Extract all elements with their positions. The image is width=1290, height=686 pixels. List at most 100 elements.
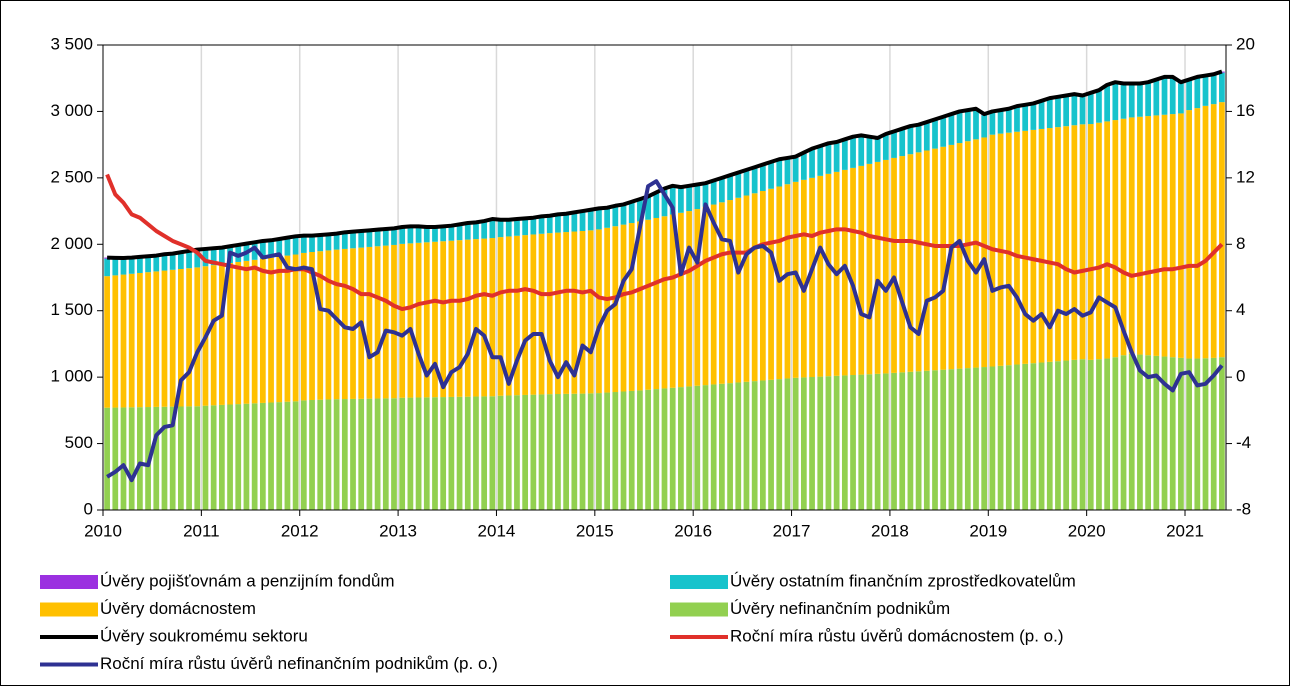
bar-segment <box>759 191 766 381</box>
bar-segment <box>399 243 406 398</box>
bar-segment <box>637 390 643 510</box>
bar-segment <box>915 152 922 372</box>
bar-segment <box>759 380 766 510</box>
x-tick-label: 2013 <box>379 521 417 540</box>
bar-segment <box>1153 355 1160 510</box>
bar-segment <box>792 157 799 182</box>
x-tick-label: 2019 <box>969 521 1007 540</box>
bar-segment <box>596 229 602 394</box>
legend-swatch <box>670 602 728 617</box>
bar-segment <box>276 256 283 403</box>
bar-segment <box>579 393 586 510</box>
bar-segment <box>415 242 422 398</box>
bar-segment <box>1210 75 1217 105</box>
bar-segment <box>1112 83 1119 121</box>
bar-segment <box>161 406 168 510</box>
bar-segment <box>366 246 373 399</box>
bar-segment <box>1104 358 1111 510</box>
bar-segment <box>956 143 963 369</box>
bar-segment <box>1161 114 1168 357</box>
bar-segment <box>276 402 283 510</box>
bar-segment <box>1153 80 1160 116</box>
bar-segment <box>1046 128 1053 362</box>
bar-segment <box>825 173 832 377</box>
bar-segment <box>440 241 447 398</box>
bar-segment <box>112 407 119 510</box>
bar-segment <box>702 184 709 207</box>
bar-segment <box>841 140 848 170</box>
bar-segment <box>227 404 233 510</box>
y-tick-label: 3 000 <box>50 101 93 120</box>
bar-segment <box>1145 355 1151 510</box>
bar-segment <box>833 375 840 510</box>
bar-segment <box>997 111 1004 134</box>
bar-segment <box>596 209 602 230</box>
x-tick-label: 2011 <box>183 521 220 540</box>
y2-tick-label: 20 <box>1236 34 1255 53</box>
bar-segment <box>948 369 955 510</box>
bar-segment <box>1169 357 1176 510</box>
bar-segment <box>751 381 758 510</box>
bar-segment <box>579 212 586 231</box>
bar-segment <box>735 173 742 198</box>
bar-segment <box>137 257 143 273</box>
bar-segment <box>1137 116 1143 355</box>
bar-segment <box>817 147 824 176</box>
bar-segment <box>1178 113 1184 358</box>
bar-segment <box>669 186 676 215</box>
legend-label: Roční míra růstu úvěrů domácnostem (p. o… <box>730 626 1064 645</box>
bar-segment <box>743 195 750 382</box>
bar-segment <box>1055 127 1061 362</box>
bar-segment <box>940 369 947 510</box>
bar-segment <box>218 248 225 265</box>
bar-segment <box>891 132 897 158</box>
bar-segment <box>440 397 447 510</box>
bar-segment <box>989 112 996 135</box>
bar-segment <box>1087 93 1094 125</box>
bar-segment <box>1014 364 1020 510</box>
bar-segment <box>817 376 824 510</box>
y2-tick-label: 12 <box>1236 167 1255 186</box>
bar-segment <box>973 367 979 510</box>
bar-segment <box>1005 109 1012 133</box>
bar-segment <box>178 406 184 510</box>
bar-segment <box>464 239 471 397</box>
bar-segment <box>440 227 447 242</box>
bar-segment <box>1112 120 1119 358</box>
bar-segment <box>292 254 299 402</box>
bar-segment <box>128 407 135 510</box>
bar-segment <box>579 231 586 394</box>
bar-segment <box>1128 117 1135 354</box>
bar-segment <box>604 392 610 510</box>
bar-segment <box>907 154 914 372</box>
bar-segment <box>382 230 389 246</box>
bar-segment <box>194 250 201 268</box>
bar-segment <box>251 243 258 260</box>
bar-segment <box>932 148 938 371</box>
bar-segment <box>809 377 815 510</box>
bar-segment <box>407 227 414 244</box>
bar-segment <box>628 202 635 224</box>
bar-segment <box>1046 99 1053 129</box>
bar-segment <box>350 398 356 510</box>
bar-segment <box>268 257 274 403</box>
bar-segment <box>120 259 127 275</box>
bar-segment <box>104 258 110 277</box>
bar-segment <box>317 236 324 252</box>
y2-tick-label: 0 <box>1236 367 1245 386</box>
bar-segment <box>1169 77 1176 115</box>
x-tick-label: 2021 <box>1166 521 1204 540</box>
bar-segment <box>997 365 1004 510</box>
bar-segment <box>284 238 291 256</box>
bar-segment <box>571 213 578 232</box>
bar-segment <box>1022 105 1029 131</box>
bar-segment <box>923 370 930 510</box>
bar-segment <box>218 264 225 405</box>
bar-segment <box>1145 83 1151 117</box>
bar-segment <box>169 406 176 510</box>
bar-segment <box>661 216 668 389</box>
bar-segment <box>612 206 619 227</box>
bar-segment <box>669 387 676 510</box>
bar-segment <box>882 373 889 510</box>
bar-segment <box>1202 358 1209 510</box>
